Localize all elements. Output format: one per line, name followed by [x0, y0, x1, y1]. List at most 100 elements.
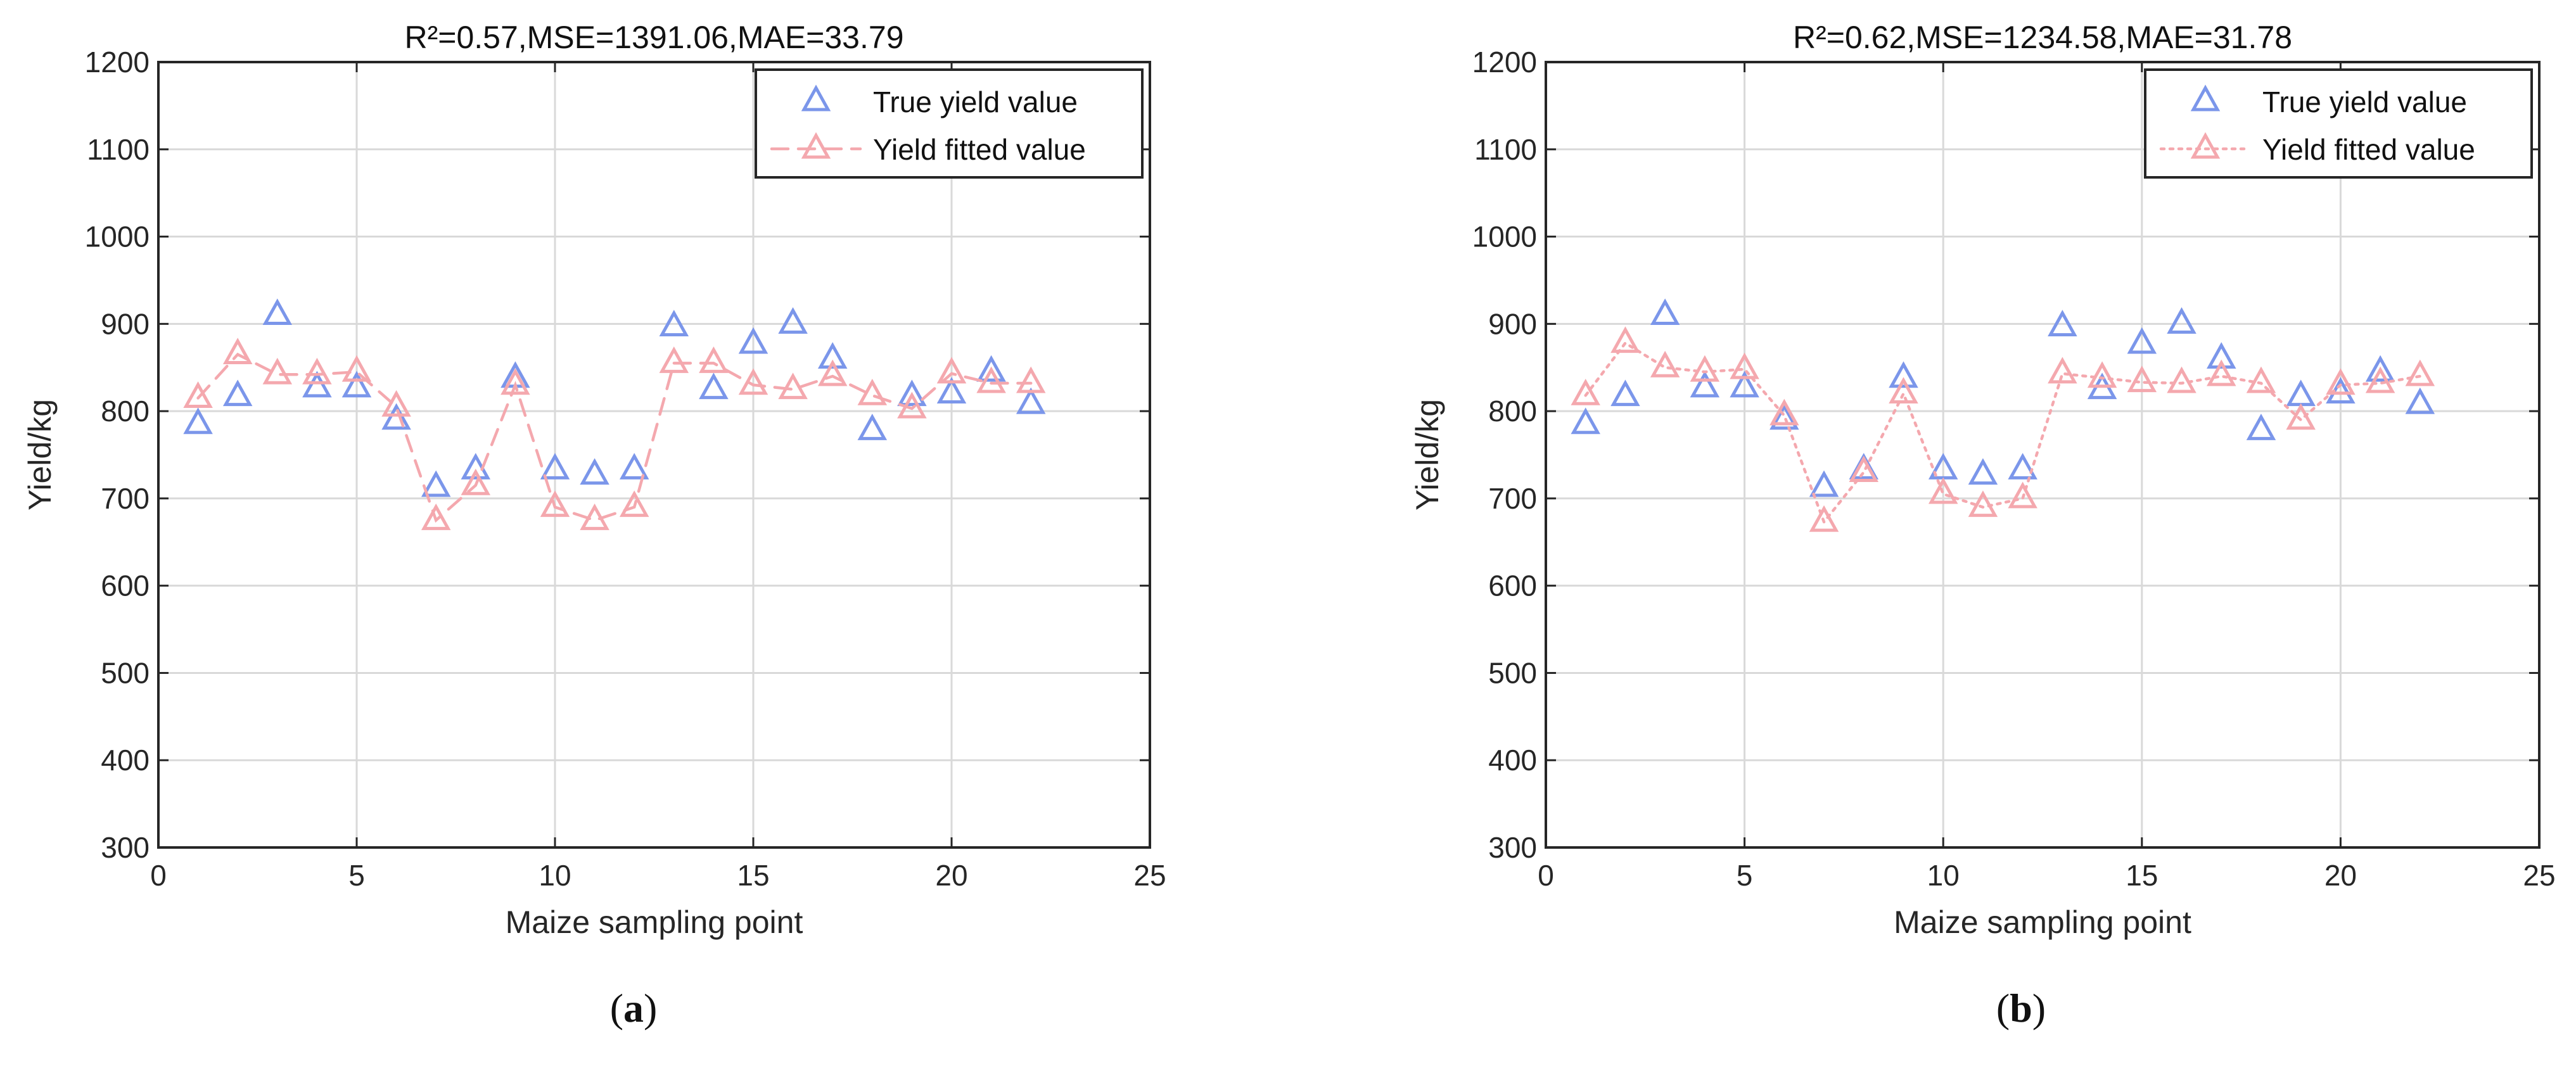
legend-box [2144, 68, 2533, 179]
data-point [778, 307, 808, 334]
y-tick-label: 1100 [1474, 133, 1537, 166]
data-point [421, 503, 451, 530]
legend-label: True yield value [873, 86, 1078, 118]
series-fitted-yield [183, 338, 1046, 530]
data-point [2206, 359, 2236, 386]
caption-b: (b) [1996, 986, 2046, 1031]
data-point [738, 368, 768, 395]
data-point [341, 371, 372, 398]
data-point [976, 366, 1006, 393]
y-tick-label: 700 [1488, 482, 1537, 515]
data-point [302, 371, 332, 398]
legend-marker [801, 84, 831, 111]
data-point [341, 355, 372, 382]
data-point [897, 379, 927, 407]
data-point [302, 357, 332, 384]
data-point [2365, 366, 2395, 393]
data-point [1610, 326, 1640, 353]
x-tick-label: 15 [2126, 859, 2158, 892]
data-point [1650, 350, 1680, 378]
y-tick-label: 800 [1488, 395, 1537, 428]
x-axis-label: Maize sampling point [1894, 904, 2191, 940]
data-point [1610, 379, 1640, 407]
data-point [2246, 414, 2276, 440]
y-axis-label: Yield/kg [1410, 399, 1445, 511]
data-point [1690, 371, 1720, 398]
y-tick-label: 300 [1488, 831, 1537, 864]
data-point [2286, 403, 2316, 430]
y-tick-label: 500 [1488, 656, 1537, 689]
data-point [817, 342, 848, 369]
data-point [580, 503, 609, 530]
data-point [222, 379, 253, 407]
y-tick-label: 700 [101, 482, 150, 515]
data-point [936, 357, 967, 384]
x-axis-label: Maize sampling point [506, 904, 803, 940]
axes-frame [157, 61, 1151, 849]
chart-title: R²=0.57,MSE=1391.06,MAE=33.79 [404, 20, 903, 55]
legend-label: Yield fitted value [2262, 133, 2475, 166]
data-point [461, 468, 491, 495]
data-point [2246, 366, 2276, 393]
data-point [817, 359, 848, 386]
caption-a: (a) [609, 986, 658, 1031]
data-point [659, 346, 689, 373]
data-point [699, 372, 729, 400]
data-point [580, 458, 609, 485]
data-point [1769, 398, 1799, 426]
data-point [381, 390, 411, 417]
y-tick-label: 600 [101, 569, 150, 602]
data-point [183, 407, 213, 435]
data-point [2048, 310, 2077, 336]
data-point [1849, 455, 1879, 483]
y-tick-label: 800 [101, 395, 150, 428]
series-fitted-yield [1571, 326, 2435, 532]
data-point [619, 453, 649, 479]
data-point [2008, 481, 2037, 509]
data-point [2365, 355, 2395, 382]
y-tick-label: 900 [1488, 307, 1537, 340]
data-point [738, 327, 768, 354]
x-tick-label: 20 [935, 859, 967, 892]
data-point [2206, 342, 2236, 369]
data-point [897, 391, 927, 419]
data-point [2008, 453, 2037, 479]
data-point [222, 338, 253, 365]
data-point [1571, 407, 1600, 435]
legend-marker [2190, 132, 2221, 159]
y-tick-label: 1000 [85, 220, 150, 253]
data-point [2405, 359, 2435, 386]
series-line [196, 352, 1033, 523]
data-point [1769, 403, 1799, 430]
data-point [1016, 366, 1046, 393]
caption-b-letter: b [2010, 986, 2032, 1031]
data-point [1571, 378, 1600, 405]
data-point [778, 372, 808, 400]
y-tick-label: 600 [1488, 569, 1537, 602]
legend-box [755, 68, 1144, 179]
x-tick-label: 20 [2324, 859, 2357, 892]
data-point [976, 355, 1006, 382]
y-tick-label: 400 [1488, 744, 1537, 777]
data-point [1809, 470, 1839, 497]
data-point [540, 490, 570, 517]
caption-a-letter: a [623, 986, 644, 1031]
chart-title: R²=0.62,MSE=1234.58,MAE=31.78 [1793, 20, 2292, 55]
legend: True yield value Yield fitted value [2144, 68, 2533, 179]
data-point [1889, 361, 1918, 388]
data-point [1690, 355, 1720, 382]
data-point [1730, 371, 1759, 398]
y-tick-label: 500 [101, 656, 150, 689]
legend-label: True yield value [2262, 86, 2467, 118]
legend: True yield value Yield fitted value [755, 68, 1144, 179]
legend-marker [801, 132, 831, 159]
data-point [381, 403, 411, 430]
x-tick-label: 5 [1737, 859, 1753, 892]
y-axis-label: Yield/kg [22, 399, 58, 511]
plot-area [1546, 62, 2539, 847]
data-point [262, 298, 293, 326]
y-tick-label: 300 [101, 831, 150, 864]
series-line [1584, 341, 2422, 525]
data-point [659, 310, 689, 336]
